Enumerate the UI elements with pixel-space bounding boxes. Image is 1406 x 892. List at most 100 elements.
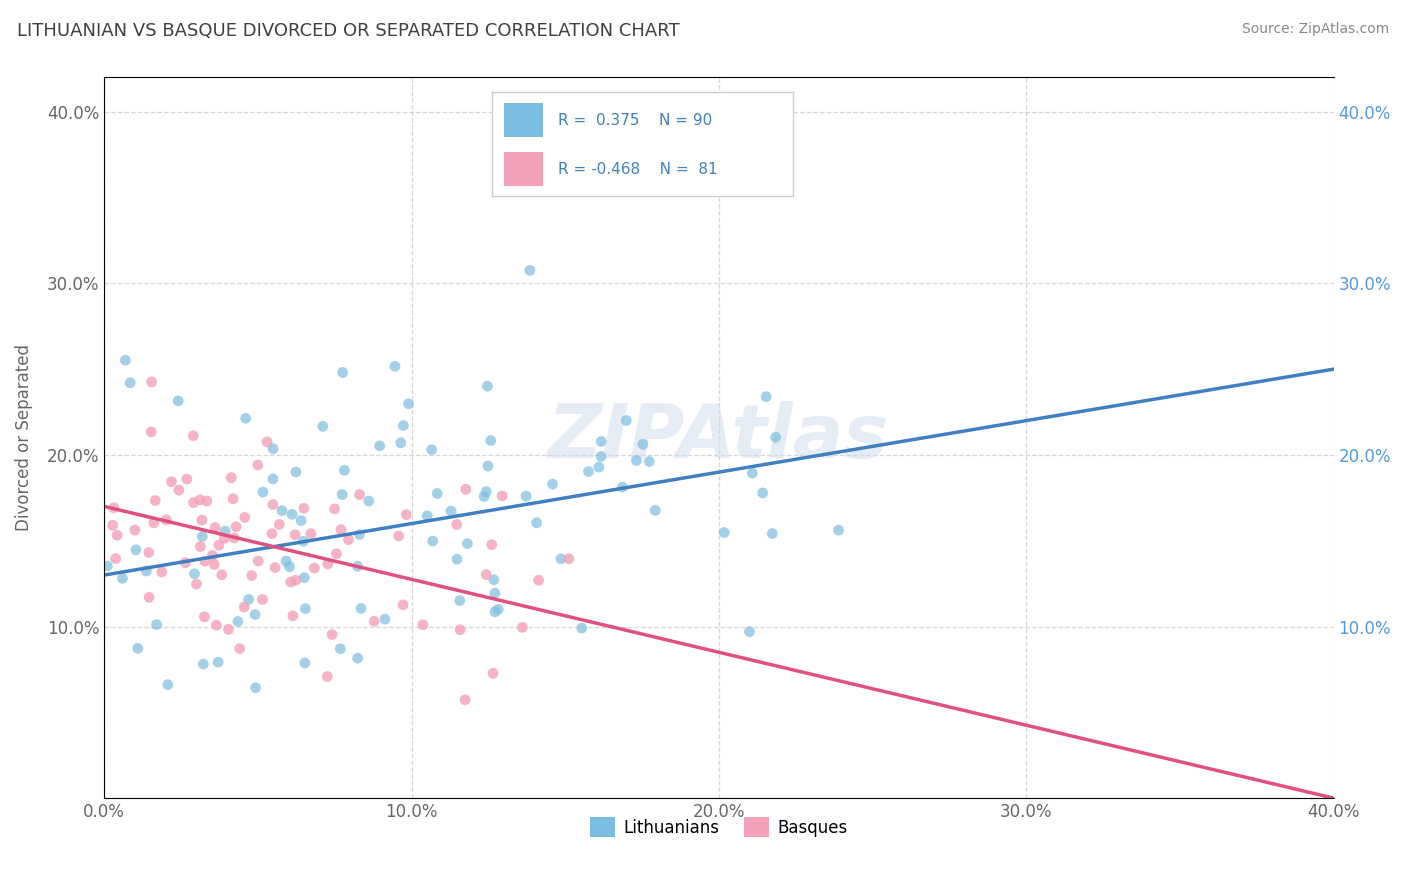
Point [612, 480, 634, 494]
Point [349, 487, 371, 501]
Point [299, 526, 322, 541]
Point [626, 453, 648, 467]
Point [333, 463, 356, 477]
Point [219, 471, 242, 485]
Point [388, 529, 411, 543]
Point [312, 419, 335, 434]
Point [541, 477, 564, 491]
Point [156, 678, 179, 692]
Point [262, 472, 284, 486]
Point [416, 508, 439, 523]
Point [245, 681, 267, 695]
Point [420, 442, 443, 457]
Point [262, 498, 284, 512]
Point [246, 458, 269, 472]
Point [290, 514, 312, 528]
Point [491, 489, 513, 503]
Point [294, 656, 316, 670]
Point [135, 564, 157, 578]
Point [738, 624, 761, 639]
Point [141, 425, 163, 439]
Point [284, 573, 307, 587]
Point [269, 517, 291, 532]
Point [235, 411, 257, 425]
Point [211, 567, 233, 582]
Point [589, 450, 612, 464]
Point [214, 531, 236, 545]
Point [325, 547, 347, 561]
Text: ZIPAtlas: ZIPAtlas [548, 401, 890, 475]
Point [240, 568, 263, 582]
Point [104, 551, 127, 566]
Point [440, 504, 463, 518]
Point [183, 566, 205, 581]
Point [176, 472, 198, 486]
Point [111, 571, 134, 585]
Point [208, 538, 231, 552]
Point [186, 577, 208, 591]
Point [765, 430, 787, 444]
Point [96, 559, 118, 574]
Point [644, 503, 666, 517]
Point [449, 623, 471, 637]
Point [280, 574, 302, 589]
Point [278, 559, 301, 574]
Point [243, 607, 266, 622]
Point [475, 567, 498, 582]
Point [193, 610, 215, 624]
Point [422, 534, 444, 549]
Point [101, 518, 124, 533]
Point [252, 485, 274, 500]
Point [482, 573, 505, 587]
Point [412, 617, 434, 632]
Point [238, 592, 260, 607]
Point [188, 492, 211, 507]
Point [426, 486, 449, 500]
Point [181, 428, 204, 442]
Point [446, 552, 468, 566]
Point [188, 540, 211, 554]
Point [515, 489, 537, 503]
Point [512, 620, 534, 634]
Point [127, 641, 149, 656]
Point [550, 551, 572, 566]
Point [588, 460, 610, 475]
Point [218, 623, 240, 637]
Point [454, 692, 477, 706]
Point [225, 520, 247, 534]
Point [264, 560, 287, 574]
Text: LITHUANIAN VS BASQUE DIVORCED OR SEPARATED CORRELATION CHART: LITHUANIAN VS BASQUE DIVORCED OR SEPARAT… [17, 22, 679, 40]
Point [330, 523, 353, 537]
Point [233, 510, 256, 524]
Point [292, 501, 315, 516]
Point [631, 437, 654, 451]
Point [357, 494, 380, 508]
Point [578, 465, 600, 479]
Point [292, 571, 315, 585]
Point [363, 615, 385, 629]
Point [519, 263, 541, 277]
Point [558, 551, 581, 566]
Point [484, 586, 506, 600]
Point [114, 353, 136, 368]
Point [484, 605, 506, 619]
Point [141, 375, 163, 389]
Point [281, 508, 304, 522]
Point [486, 602, 509, 616]
Point [761, 526, 783, 541]
Point [384, 359, 406, 374]
Point [150, 565, 173, 579]
Point [271, 503, 294, 517]
Point [350, 601, 373, 615]
Point [138, 545, 160, 559]
Point [145, 617, 167, 632]
Point [330, 487, 353, 501]
Y-axis label: Divorced or Separated: Divorced or Separated [15, 344, 32, 532]
Point [389, 435, 412, 450]
Point [228, 641, 250, 656]
Point [591, 434, 613, 449]
Point [449, 593, 471, 607]
Point [202, 558, 225, 572]
Point [294, 601, 316, 615]
Point [124, 523, 146, 537]
